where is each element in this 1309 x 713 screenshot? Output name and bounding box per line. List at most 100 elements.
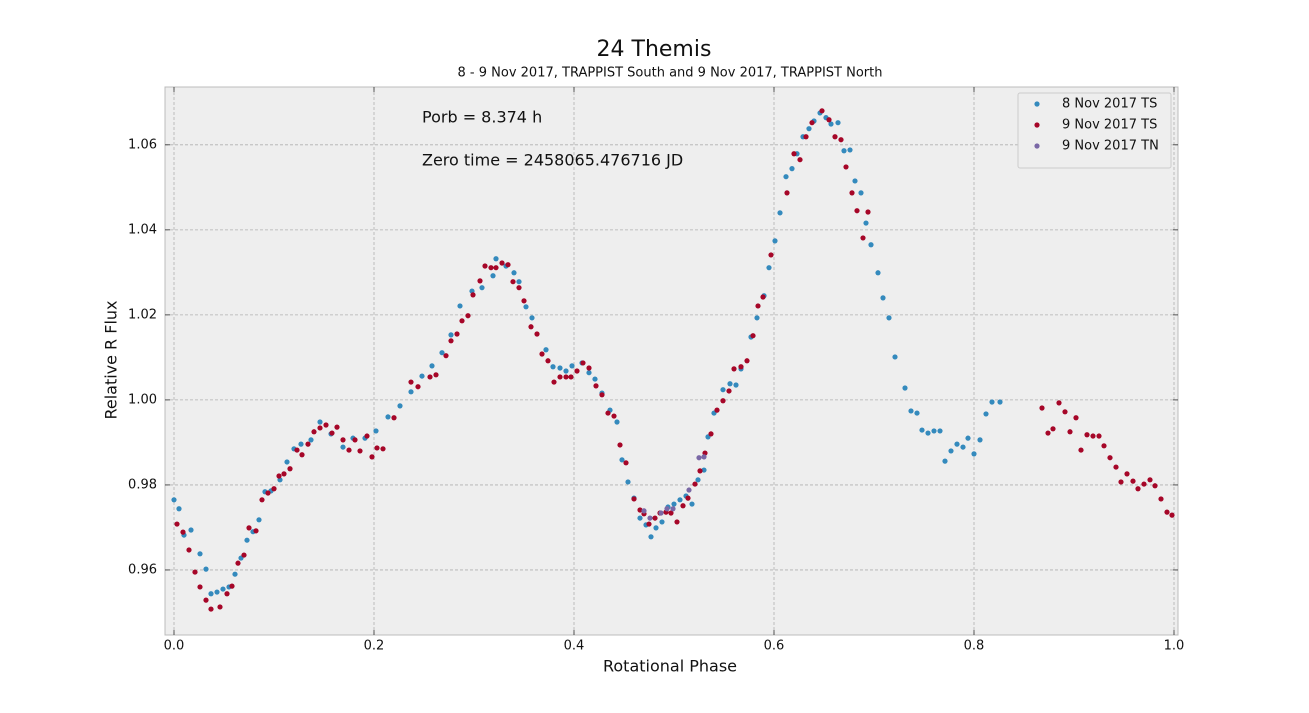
data-point: [754, 315, 760, 321]
data-point: [611, 413, 617, 419]
data-point: [1130, 478, 1136, 484]
data-point: [803, 134, 809, 140]
data-point: [334, 424, 340, 430]
data-point: [880, 295, 886, 301]
data-point: [294, 447, 300, 453]
data-point: [499, 260, 505, 266]
data-point: [574, 368, 580, 374]
annotation: Zero time = 2458065.476716 JD: [422, 151, 683, 170]
data-point: [908, 408, 914, 414]
data-point: [1101, 443, 1107, 449]
data-point: [720, 398, 726, 404]
data-point: [791, 151, 797, 157]
data-point: [809, 120, 815, 126]
data-point: [523, 304, 529, 310]
data-point: [1039, 405, 1045, 411]
data-point: [299, 452, 305, 458]
data-point: [528, 324, 534, 330]
data-point: [948, 448, 954, 454]
y-tick-label: 1.00: [128, 392, 157, 407]
data-point: [539, 351, 545, 357]
data-point: [1078, 447, 1084, 453]
data-point: [385, 414, 391, 420]
data-point: [750, 333, 756, 339]
data-point: [648, 534, 654, 540]
legend-box: [1017, 92, 1172, 169]
data-point: [631, 496, 637, 502]
data-point: [534, 331, 540, 337]
data-point: [826, 117, 832, 123]
data-point: [550, 364, 556, 370]
data-point: [835, 120, 841, 126]
legend-marker: [1034, 101, 1040, 107]
data-point: [1118, 479, 1124, 485]
data-point: [1158, 496, 1164, 502]
data-point: [521, 298, 527, 304]
data-point: [755, 303, 761, 309]
x-tick-label: 0.8: [964, 639, 985, 654]
data-point: [965, 435, 971, 441]
data-point: [726, 388, 732, 394]
data-point: [659, 519, 665, 525]
data-point: [180, 529, 186, 535]
legend-label: 8 Nov 2017 TS: [1062, 97, 1157, 112]
data-point: [284, 459, 290, 465]
data-point: [593, 383, 599, 389]
data-point: [329, 430, 335, 436]
data-point: [1152, 483, 1158, 489]
data-point: [232, 571, 238, 577]
data-point: [580, 360, 586, 366]
x-tick-label: 0.6: [764, 639, 785, 654]
data-point: [174, 521, 180, 527]
data-point: [459, 318, 465, 324]
data-point: [340, 437, 346, 443]
data-point: [369, 454, 375, 460]
data-point: [860, 235, 866, 241]
data-point: [308, 437, 314, 443]
data-point: [854, 208, 860, 214]
data-point: [617, 442, 623, 448]
legend-label: 9 Nov 2017 TS: [1062, 118, 1157, 133]
data-point: [397, 403, 403, 409]
data-point: [623, 460, 629, 466]
x-tick-label: 0.0: [164, 639, 185, 654]
data-point: [701, 454, 707, 460]
data-point: [668, 510, 674, 516]
data-point: [733, 382, 739, 388]
data-point: [637, 515, 643, 521]
data-point: [692, 481, 698, 487]
data-point: [317, 419, 323, 425]
data-point: [658, 510, 664, 516]
data-point: [256, 517, 262, 523]
data-point: [777, 210, 783, 216]
data-point: [253, 528, 259, 534]
data-point: [317, 425, 323, 431]
data-point: [892, 354, 898, 360]
data-point: [772, 238, 778, 244]
data-point: [960, 444, 966, 450]
data-point: [1107, 455, 1113, 461]
data-point: [828, 121, 834, 127]
data-point: [806, 126, 812, 132]
data-point: [664, 506, 670, 512]
data-point: [1073, 415, 1079, 421]
data-point: [1045, 430, 1051, 436]
data-point: [592, 376, 598, 382]
annotation: Porb = 8.374 h: [422, 108, 542, 127]
data-point: [479, 285, 485, 291]
data-point: [614, 419, 620, 425]
data-point: [768, 252, 774, 258]
data-point: [188, 527, 194, 533]
data-point: [696, 455, 702, 461]
data-point: [863, 220, 869, 226]
data-point: [695, 477, 701, 483]
data-point: [738, 364, 744, 370]
data-point: [427, 374, 433, 380]
data-point: [1096, 433, 1102, 439]
data-point: [680, 503, 686, 509]
data-point: [847, 147, 853, 153]
chart-subtitle: 8 - 9 Nov 2017, TRAPPIST South and 9 Nov…: [458, 66, 883, 81]
data-point: [789, 166, 795, 172]
data-point: [843, 164, 849, 170]
data-point: [727, 381, 733, 387]
